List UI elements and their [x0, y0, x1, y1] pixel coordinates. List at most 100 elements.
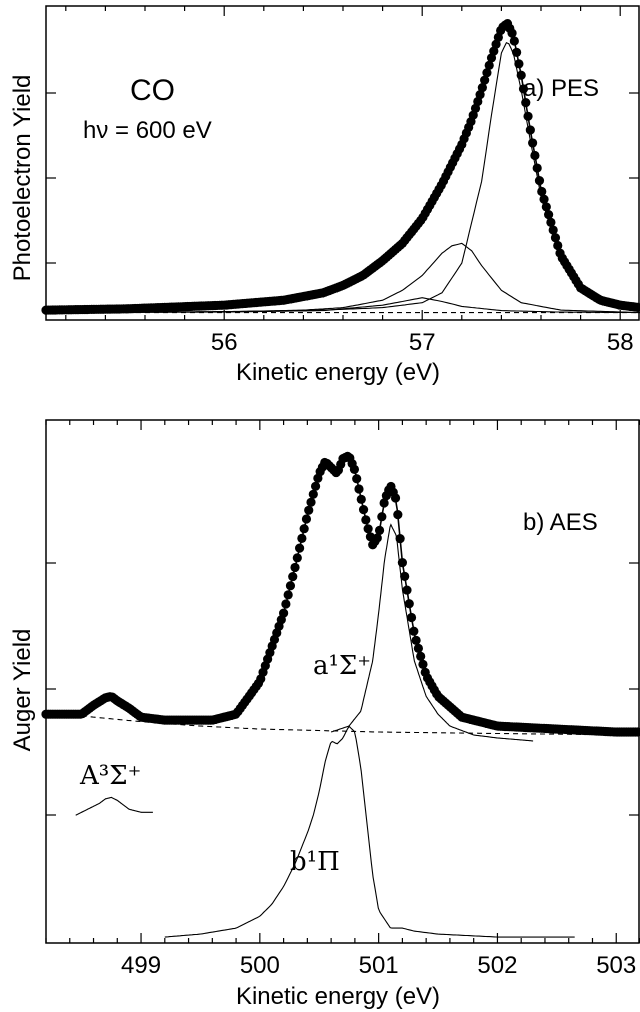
data-point	[400, 571, 410, 581]
panel-a-frame	[45, 5, 640, 321]
data-point	[528, 138, 538, 148]
data-point	[279, 608, 289, 618]
data-point	[310, 481, 321, 491]
plot-frame	[45, 419, 640, 944]
data-point	[521, 98, 531, 108]
photon-energy-label: hν = 600 eV	[83, 117, 212, 144]
series-line	[46, 242, 640, 314]
data-point	[525, 125, 535, 135]
data-point	[518, 84, 529, 94]
panel-b-aes: 499 500 501 502 503 Kinetic energy (eV) Auge…	[9, 419, 640, 1010]
data-point	[354, 484, 364, 494]
data-point	[358, 505, 369, 515]
data-point	[544, 210, 554, 220]
data-point	[406, 612, 417, 623]
state-b1-pi-label: b¹Π	[290, 847, 340, 877]
data-point	[379, 498, 389, 508]
data-point	[294, 543, 305, 553]
data-point	[537, 186, 547, 197]
data-point	[372, 533, 382, 543]
data-point	[530, 150, 540, 161]
data-point	[404, 599, 414, 609]
data-point	[390, 493, 401, 503]
panel-b-label: b) AES	[523, 509, 598, 536]
data-point	[480, 75, 490, 85]
data-point	[356, 494, 366, 504]
data-point	[308, 489, 318, 499]
data-point	[285, 581, 296, 591]
data-point	[507, 28, 517, 38]
series-line	[330, 523, 534, 742]
panel-b-x-axis-label: Kinetic energy (eV)	[236, 983, 440, 1010]
data-point	[541, 202, 551, 212]
data-point	[482, 68, 492, 78]
series-line	[75, 796, 153, 816]
panel-b-y-axis-label: Auger Yield	[9, 629, 36, 752]
data-point	[512, 47, 522, 58]
data-point	[352, 474, 362, 484]
series-line	[164, 725, 575, 938]
data-point	[297, 533, 307, 544]
panel-a-ticks	[46, 6, 639, 320]
panel-a-x-axis-label: Kinetic energy (eV)	[236, 359, 440, 386]
data-point	[548, 225, 558, 235]
data-point	[363, 524, 373, 534]
x-tick-label: 499	[121, 952, 161, 979]
panel-a-tick-labels: 56 57 58	[211, 329, 634, 356]
series-line	[46, 23, 640, 311]
data-point	[402, 585, 412, 595]
data-point	[377, 512, 387, 522]
state-A3-sigma-label: A³Σ⁺	[79, 761, 141, 791]
x-tick-label: 501	[359, 952, 399, 979]
data-point	[413, 643, 423, 653]
x-tick-label: 500	[240, 952, 280, 979]
data-point	[516, 70, 526, 80]
data-point	[290, 562, 300, 573]
panel-a-y-axis-label: Photoelectron Yield	[9, 75, 36, 282]
data-point	[509, 36, 519, 46]
data-point	[534, 175, 545, 186]
data-point	[292, 553, 302, 563]
data-point	[475, 90, 485, 100]
panel-a-pes: 56 57 58 Kinetic energy (eV) Photoelectron…	[9, 5, 640, 386]
data-point	[633, 727, 640, 737]
data-point	[281, 599, 291, 609]
data-point	[283, 590, 293, 600]
data-point	[532, 163, 542, 173]
x-tick-label: 56	[211, 329, 238, 356]
panel-a-points	[41, 19, 640, 315]
data-point	[411, 635, 421, 645]
data-point	[301, 514, 312, 524]
data-point	[477, 82, 487, 93]
x-tick-label: 503	[596, 952, 636, 979]
data-point	[304, 505, 314, 515]
panel-b-ticks	[45, 420, 640, 943]
data-point	[550, 233, 561, 243]
data-point	[484, 60, 494, 70]
plot-frame	[45, 5, 640, 321]
panel-b-points	[41, 451, 640, 737]
data-point	[523, 111, 533, 121]
panel-a-series	[46, 23, 640, 314]
molecule-label: CO	[130, 74, 175, 107]
x-tick-label: 502	[477, 952, 517, 979]
data-point	[395, 534, 405, 544]
data-point	[418, 659, 428, 669]
data-point	[306, 497, 316, 507]
data-point	[546, 217, 556, 227]
data-point	[393, 510, 403, 520]
x-tick-label: 57	[409, 329, 436, 356]
state-a1-sigma-label: a¹Σ⁺	[313, 651, 371, 681]
data-point	[514, 59, 524, 69]
data-point	[361, 515, 371, 525]
data-point	[299, 524, 309, 534]
data-point	[288, 571, 298, 582]
data-point	[539, 194, 549, 204]
data-point	[633, 302, 640, 312]
data-point	[553, 240, 563, 251]
data-point	[416, 651, 426, 661]
data-point	[349, 464, 360, 474]
data-point	[409, 626, 419, 636]
data-point	[374, 525, 385, 536]
